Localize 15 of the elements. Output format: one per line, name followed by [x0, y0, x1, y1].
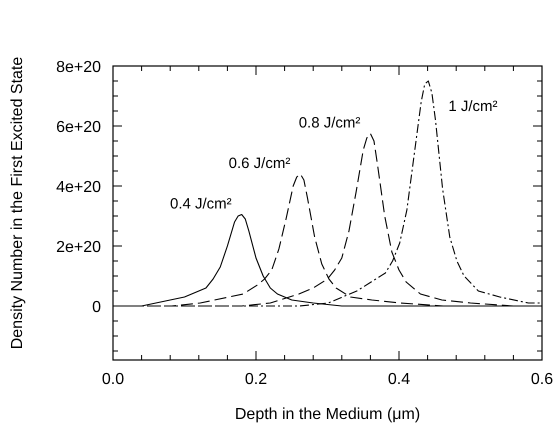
y-tick-label: 2e+20 — [56, 239, 102, 256]
x-tick-label: 0.6 — [530, 371, 554, 388]
y-tick-label: 4e+20 — [56, 179, 102, 196]
x-tick-label: 0.4 — [388, 371, 410, 388]
y-axis-title: Density Number in the First Excited State — [9, 56, 26, 350]
x-tick-label: 0.0 — [102, 371, 124, 388]
series-label: 0.8 J/cm² — [298, 114, 360, 132]
x-axis-title: Depth in the Medium (μm) — [234, 406, 420, 423]
series-label: 1 J/cm² — [448, 98, 498, 115]
series-label: 0.4 J/cm² — [170, 196, 232, 212]
x-tick-label: 0.2 — [244, 371, 268, 388]
y-tick-label: 8e+20 — [56, 59, 102, 76]
y-tick-label: 6e+20 — [56, 119, 102, 136]
series-label: 0.6 J/cm² — [228, 155, 290, 172]
y-tick-label: 0 — [92, 299, 102, 316]
